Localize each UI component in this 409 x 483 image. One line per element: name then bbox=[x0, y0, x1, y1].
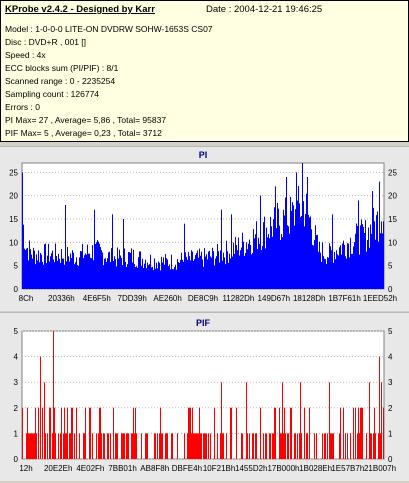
y-tick-label-left: 0 bbox=[14, 285, 19, 294]
y-tick-label-right: 4 bbox=[388, 353, 393, 362]
x-tick-label: 149D67h bbox=[258, 294, 290, 303]
y-tick-label-right: 5 bbox=[388, 327, 393, 336]
range-line: Scanned range : 0 - 2235254 bbox=[5, 76, 116, 86]
pi-chart-panel: PI 0 0 5 5 10 10 15 15 20 20 25 25 8Ch 20336h 4E6F5h 7DD… bbox=[0, 146, 409, 311]
pif-summary-line: PIF Max= 5 , Average= 0,23 , Total= 3712 bbox=[5, 128, 162, 138]
scan-date: Date : 2004-12-21 19:46:25 bbox=[206, 4, 323, 15]
x-tick-label: 20E2Eh bbox=[44, 464, 72, 473]
pi-series bbox=[22, 163, 384, 289]
y-tick-label-left: 0 bbox=[14, 455, 19, 464]
x-tick-label: 11282Dh bbox=[222, 294, 254, 303]
y-tick-label-right: 10 bbox=[388, 238, 397, 247]
x-tick-label: 17B000h bbox=[267, 464, 299, 473]
y-tick-label-left: 3 bbox=[14, 378, 19, 387]
y-tick-label-right: 3 bbox=[388, 378, 393, 387]
speed-line: Speed : 4x bbox=[5, 50, 46, 60]
x-tick-label: DE8C9h bbox=[188, 294, 218, 303]
x-tick-label: AE260h bbox=[153, 294, 181, 303]
x-tick-label: 18128Dh bbox=[293, 294, 325, 303]
y-tick-label-right: 1 bbox=[388, 429, 393, 438]
y-tick-label-right: 5 bbox=[388, 262, 393, 271]
sampling-line: Sampling count : 126774 bbox=[5, 89, 100, 99]
y-tick-label-right: 2 bbox=[388, 404, 393, 413]
y-tick-label-right: 15 bbox=[388, 215, 397, 224]
x-tick-label: 1455D2h bbox=[235, 464, 267, 473]
y-tick-label-right: 20 bbox=[388, 192, 397, 201]
disc-line: Disc : DVD+R , 001 [] bbox=[5, 37, 87, 47]
app-title: KProbe v2.4.2 - Designed by Karr bbox=[5, 4, 155, 15]
y-tick-label-left: 1 bbox=[14, 429, 19, 438]
y-tick-label-right: 25 bbox=[388, 168, 397, 177]
x-tick-label: 1EED52h bbox=[363, 294, 397, 303]
pi-chart: PI 0 0 5 5 10 10 15 15 20 20 25 25 8Ch 20336h 4E6F5h 7DD… bbox=[9, 150, 397, 303]
x-tick-label: 1B7F61h bbox=[328, 294, 360, 303]
x-tick-label: 1E57B7h bbox=[331, 464, 364, 473]
info-panel: KProbe v2.4.2 - Designed by Karr Date : … bbox=[0, 0, 409, 142]
x-tick-label: 1B028Eh bbox=[299, 464, 332, 473]
y-tick-label-left: 20 bbox=[9, 192, 18, 201]
x-tick-label: 4E02Fh bbox=[76, 464, 104, 473]
pi-summary-line: PI Max= 27 , Average= 5,86 , Total= 9583… bbox=[5, 115, 167, 125]
y-tick-label-left: 5 bbox=[14, 262, 19, 271]
x-tick-label: 4E6F5h bbox=[83, 294, 111, 303]
x-tick-label: DBFE4h bbox=[172, 464, 202, 473]
errors-line: Errors : 0 bbox=[5, 102, 40, 112]
x-tick-label: 7BB01h bbox=[108, 464, 136, 473]
x-tick-label: 10F21Bh bbox=[203, 464, 235, 473]
y-tick-label-left: 10 bbox=[9, 238, 18, 247]
y-tick-label-left: 15 bbox=[9, 215, 18, 224]
x-tick-label: 12h bbox=[19, 464, 32, 473]
x-tick-label: 8Ch bbox=[19, 294, 34, 303]
chart-title: PIF bbox=[196, 318, 211, 328]
x-tick-label: 21B007h bbox=[364, 464, 396, 473]
pif-chart: PIF 0 0 1 1 2 2 3 3 4 4 5 5 12h 20E2Eh 4E02Fh 7BB01h AB8F… bbox=[14, 318, 396, 473]
x-tick-label: 20336h bbox=[48, 294, 75, 303]
pif-chart-panel: PIF 0 0 1 1 2 2 3 3 4 4 5 5 12h 20E2Eh 4E02Fh 7BB01h AB8F… bbox=[0, 312, 409, 481]
y-tick-label-left: 5 bbox=[14, 327, 19, 336]
model-line: Model : 1-0-0-0 LITE-ON DVDRW SOHW-1653S… bbox=[5, 24, 213, 34]
x-tick-label: 7DD39h bbox=[118, 294, 147, 303]
chart-title: PI bbox=[199, 150, 208, 160]
y-tick-label-left: 2 bbox=[14, 404, 19, 413]
pif-series bbox=[22, 331, 384, 459]
y-tick-label-left: 25 bbox=[9, 168, 18, 177]
y-tick-label-right: 0 bbox=[388, 455, 393, 464]
y-tick-label-left: 4 bbox=[14, 353, 19, 362]
y-tick-label-right: 0 bbox=[388, 285, 393, 294]
ecc-line: ECC blocks sum (PI/PIF) : 8/1 bbox=[5, 63, 119, 73]
x-tick-label: AB8F8h bbox=[140, 464, 169, 473]
